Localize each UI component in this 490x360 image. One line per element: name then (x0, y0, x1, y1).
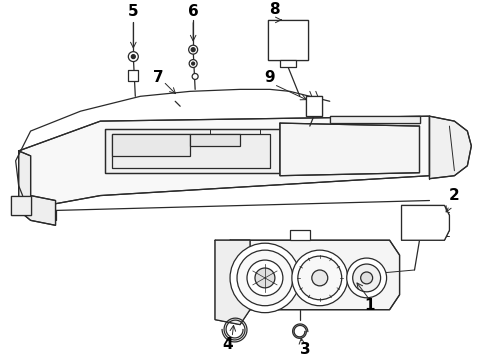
Circle shape (128, 51, 138, 62)
Polygon shape (19, 116, 429, 211)
Circle shape (292, 250, 348, 306)
Circle shape (312, 270, 328, 286)
Text: 4: 4 (223, 337, 233, 352)
Circle shape (131, 55, 135, 59)
Circle shape (298, 256, 342, 300)
Polygon shape (128, 69, 138, 81)
Polygon shape (401, 206, 449, 240)
Polygon shape (19, 151, 55, 225)
Polygon shape (230, 240, 399, 310)
Polygon shape (330, 116, 419, 123)
Polygon shape (290, 230, 310, 240)
Polygon shape (306, 96, 322, 116)
Circle shape (255, 268, 275, 288)
Circle shape (237, 250, 293, 306)
Polygon shape (112, 134, 270, 168)
Circle shape (191, 48, 195, 51)
Text: 2: 2 (449, 188, 460, 203)
Circle shape (189, 45, 197, 54)
Circle shape (192, 73, 198, 80)
Polygon shape (280, 123, 419, 176)
Text: 8: 8 (270, 3, 280, 18)
Polygon shape (268, 20, 308, 60)
Text: 6: 6 (188, 4, 198, 19)
Circle shape (192, 62, 195, 65)
Circle shape (230, 243, 300, 313)
Circle shape (347, 258, 387, 298)
Polygon shape (11, 195, 30, 215)
Text: 1: 1 (365, 298, 375, 313)
Polygon shape (112, 134, 190, 156)
Polygon shape (429, 116, 471, 179)
Polygon shape (190, 134, 240, 146)
Text: 9: 9 (265, 70, 275, 85)
Text: 5: 5 (128, 4, 139, 19)
Circle shape (247, 260, 283, 296)
Circle shape (361, 272, 372, 284)
Polygon shape (215, 240, 250, 325)
Text: 3: 3 (299, 342, 310, 357)
Text: 7: 7 (153, 70, 164, 85)
Circle shape (189, 60, 197, 68)
Polygon shape (280, 60, 296, 67)
Circle shape (353, 264, 381, 292)
Polygon shape (105, 129, 280, 173)
